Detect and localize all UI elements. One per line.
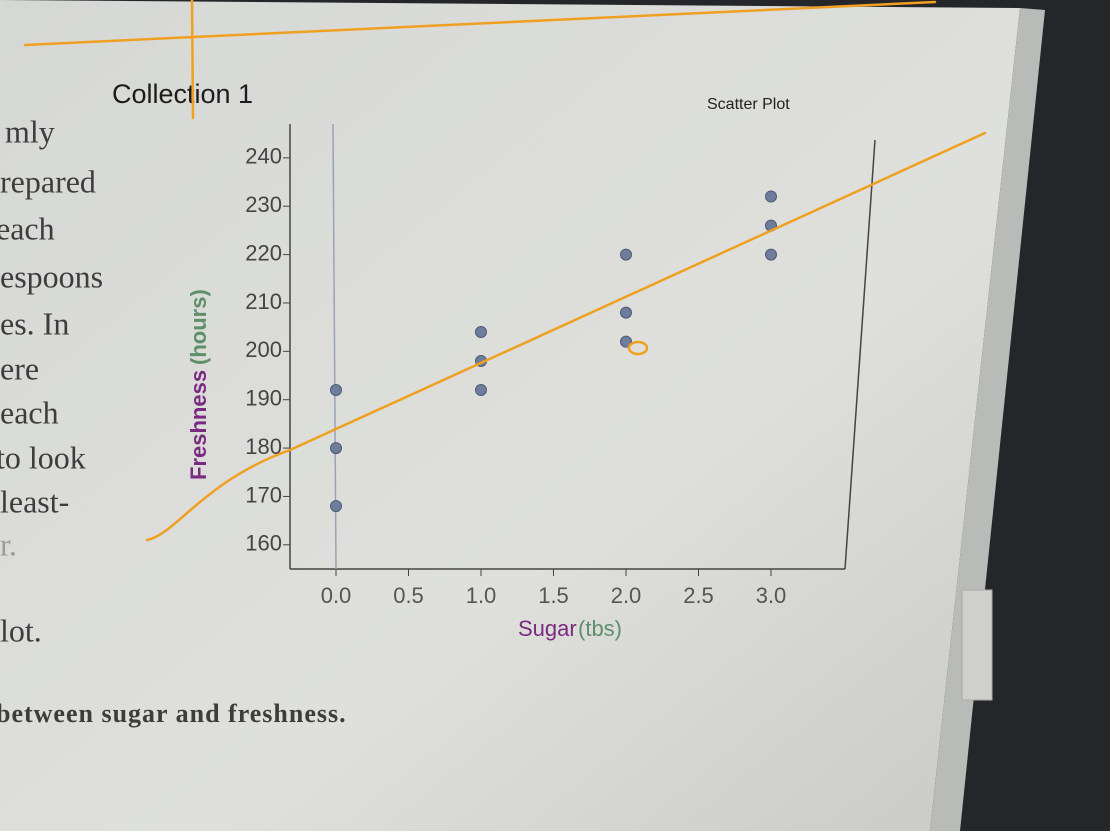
scrollbar-thumb[interactable] [961,589,993,701]
y-tick-label: 210 [245,289,282,314]
y-tick-label: 190 [245,386,282,411]
zero-line [332,123,337,570]
handwritten-annotations [23,0,987,542]
body-text: mly [5,113,55,149]
body-text: es. In [0,305,69,341]
screen [0,0,1020,831]
point [765,248,777,261]
x-tick-label: 1.0 [466,583,497,608]
point [475,384,487,397]
point [765,190,777,203]
annotation-circle [627,340,649,356]
body-text: lot. [0,612,42,648]
y-label: Freshness [186,370,211,480]
y-label-unit: (hours) [186,289,211,365]
document-text: mly repared each espoons es. In ere each to loo… [0,113,347,728]
axis-labels: Sugar (tbs) Freshness (hours) [186,289,622,641]
body-text: to look [0,439,86,475]
body-text: least- [0,483,69,519]
body-text: ere [0,350,39,386]
y-tick-label: 220 [245,240,282,265]
point [330,442,342,455]
point [330,500,342,513]
x-label: Sugar [518,616,577,641]
chart-title: Collection 1 [112,79,253,109]
plot-frame [844,139,876,570]
point [475,325,487,338]
x-tick-label: 2.0 [611,583,642,608]
point [620,248,632,261]
x-label-unit: (tbs) [578,616,622,641]
body-text: each [0,394,59,430]
body-text: espoons [0,258,103,294]
scrollbar-track [930,8,1045,831]
body-text: between sugar and freshness. [0,699,347,728]
y-tick-label: 200 [245,337,282,362]
x-tick-label: 3.0 [756,583,787,608]
x-tick-label: 0.5 [393,583,424,608]
annotation-line [190,0,195,120]
body-text: repared [0,163,96,199]
point [620,306,632,319]
annotation-fit-line [145,131,987,542]
chart-subtitle: Scatter Plot [707,96,790,113]
y-tick-label: 230 [245,192,282,217]
body-text: r. [0,526,17,562]
y-tick-label: 240 [245,144,282,169]
point [330,384,342,397]
x-tick-label: 2.5 [683,583,714,608]
x-tick-label: 0.0 [321,583,352,608]
body-text: each [0,210,55,246]
y-tick-label: 160 [245,531,282,556]
y-tick-label: 170 [245,482,282,507]
annotation-line [23,0,937,47]
point [620,335,632,348]
x-tick-label: 1.5 [538,583,569,608]
